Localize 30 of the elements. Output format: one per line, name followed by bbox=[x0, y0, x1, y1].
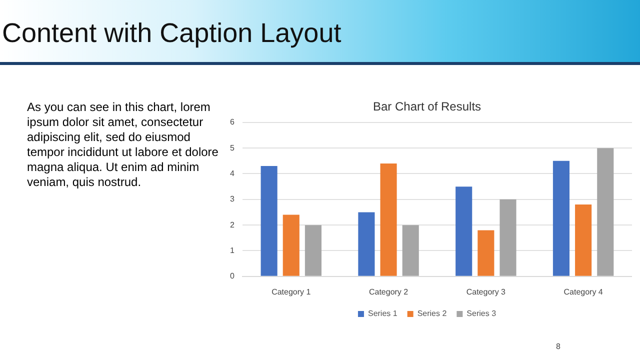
bar bbox=[304, 225, 322, 276]
bar bbox=[575, 204, 592, 276]
y-tick-label: 2 bbox=[230, 220, 235, 230]
bar bbox=[456, 186, 472, 276]
text: 8 bbox=[556, 342, 560, 351]
bar bbox=[500, 199, 516, 276]
bar bbox=[260, 166, 278, 276]
bar bbox=[402, 225, 419, 276]
bar bbox=[358, 212, 375, 276]
bar bbox=[380, 163, 397, 276]
chart-title: Bar Chart of Results bbox=[372, 100, 482, 114]
y-tick-label: 1 bbox=[230, 246, 235, 255]
text: Content with Caption Layout bbox=[2, 18, 342, 49]
y-tick-label: 4 bbox=[230, 168, 235, 178]
bar bbox=[282, 214, 300, 276]
y-tick-label: 0 bbox=[230, 272, 235, 281]
legend-label: Series 2 bbox=[417, 309, 448, 318]
bar bbox=[478, 230, 494, 276]
bar bbox=[597, 148, 614, 276]
text: As you can see in this chart, lorem ipsum dolor sit amet, consectetur adipiscing elit, sed do eiusmod tempor incididunt ut labore et dolore magna aliqua. Ut enim ad minim veniam, quis nostrud. bbox=[27, 100, 220, 190]
x-tick-label: Category 3 bbox=[466, 287, 506, 296]
x-tick-label: Category 4 bbox=[564, 287, 604, 296]
y-tick-label: 5 bbox=[230, 143, 235, 152]
legend-label: Series 1 bbox=[368, 309, 398, 318]
y-tick-label: 6 bbox=[230, 118, 235, 127]
y-tick-label: 3 bbox=[230, 194, 235, 204]
x-tick-label: Category 2 bbox=[368, 287, 409, 296]
x-tick-label: Category 1 bbox=[272, 287, 312, 296]
bar bbox=[552, 160, 570, 276]
legend-label: Series 3 bbox=[466, 309, 497, 318]
